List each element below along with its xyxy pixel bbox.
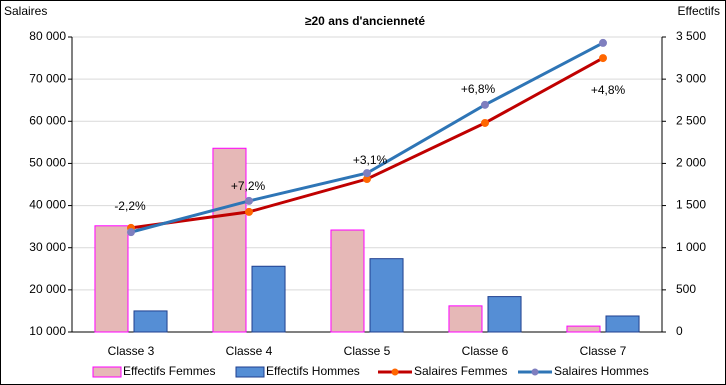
bar (566, 325, 601, 333)
y2-tick-label: 3 000 (676, 71, 706, 85)
line-marker (599, 38, 607, 47)
y2-tick-label: 2 000 (676, 156, 706, 170)
annotation: +3,1% (353, 153, 388, 167)
line-marker (363, 169, 371, 178)
legend-marker (531, 368, 539, 376)
bar (448, 305, 483, 333)
annotation: +6,8% (461, 82, 496, 96)
y-tick-label: 40 000 (29, 198, 66, 212)
legend-swatch (235, 366, 265, 378)
line-marker (127, 228, 135, 237)
y-tick-label: 60 000 (29, 113, 66, 127)
chart-title: ≥20 ans d'ancienneté (305, 14, 425, 28)
legend-marker (391, 368, 399, 376)
y2-tick-label: 1 000 (676, 240, 706, 254)
bar (330, 229, 365, 333)
y-tick-label: 80 000 (29, 29, 66, 43)
annotation: +7,2% (231, 179, 266, 193)
y-axis-label: Salaires (4, 4, 47, 18)
legend-label: Effectifs Hommes (266, 364, 360, 378)
bar (487, 296, 522, 333)
legend-label: Salaires Hommes (554, 364, 649, 378)
y2-tick-label: 1 500 (676, 198, 706, 212)
y2-tick-label: 3 500 (676, 29, 706, 43)
x-tick-label: Classe 4 (226, 344, 273, 358)
bar (251, 265, 286, 333)
legend-label: Salaires Femmes (414, 364, 507, 378)
annotation: -2,2% (114, 199, 146, 213)
bar (133, 310, 168, 333)
y-tick-label: 20 000 (29, 282, 66, 296)
x-tick-label: Classe 3 (108, 344, 155, 358)
y-tick-label: 50 000 (29, 156, 66, 170)
legend-label: Effectifs Femmes (123, 364, 215, 378)
bar (369, 258, 404, 333)
y2-tick-label: 0 (676, 324, 683, 338)
y-tick-label: 70 000 (29, 71, 66, 85)
y-tick-label: 30 000 (29, 240, 66, 254)
bar (94, 225, 129, 333)
line-marker (481, 118, 489, 127)
line-marker (599, 54, 607, 63)
y-tick-label: 10 000 (29, 324, 66, 338)
x-tick-label: Classe 5 (344, 344, 391, 358)
y2-tick-label: 2 500 (676, 113, 706, 127)
line-marker (481, 100, 489, 109)
x-tick-label: Classe 7 (580, 344, 627, 358)
y2-axis-label: Effectifs (678, 4, 720, 18)
line-marker (245, 207, 253, 216)
bar (605, 315, 640, 333)
y2-tick-label: 500 (676, 282, 696, 296)
line-marker (245, 196, 253, 205)
annotation: +4,8% (591, 83, 626, 97)
bar (212, 147, 247, 333)
x-tick-label: Classe 6 (462, 344, 509, 358)
legend-swatch (92, 366, 122, 378)
